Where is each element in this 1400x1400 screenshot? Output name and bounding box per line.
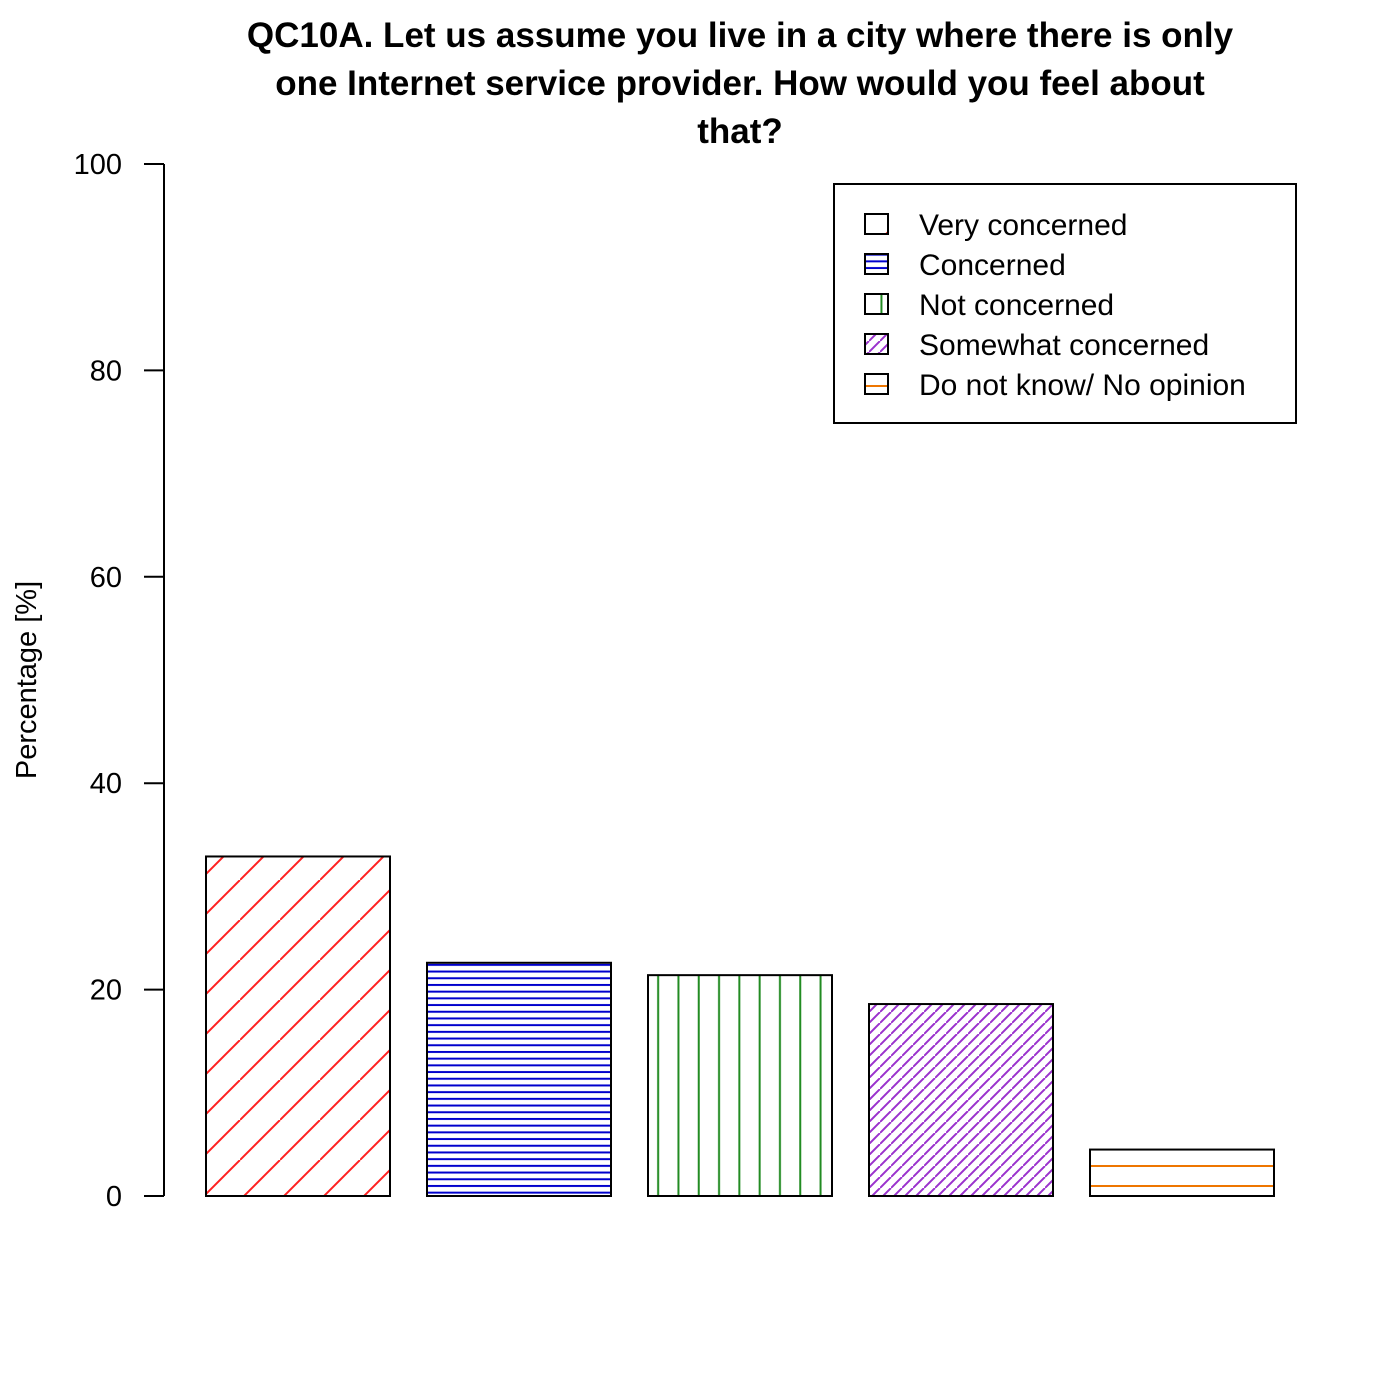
y-tick-label: 100 <box>74 149 122 181</box>
y-tick-label: 40 <box>90 768 122 800</box>
y-tick-label: 20 <box>90 975 122 1007</box>
legend-item: Do not know/ No opinion <box>864 369 1246 402</box>
y-tick-label: 80 <box>90 355 122 387</box>
y-axis-label: Percentage [%] <box>11 581 43 779</box>
legend-item: Somewhat concerned <box>864 329 1209 362</box>
legend-label: Concerned <box>919 249 1066 282</box>
title-line-3: that? <box>697 112 783 151</box>
legend-swatch <box>864 333 889 355</box>
legend-label: Not concerned <box>919 289 1114 322</box>
legend-item: Very concerned <box>864 209 1127 242</box>
legend-swatch <box>864 253 889 275</box>
chart-title: QC10A. Let us assume you live in a city … <box>247 16 1234 151</box>
legend-label: Very concerned <box>919 209 1127 242</box>
y-tick-label: 0 <box>106 1181 122 1213</box>
legend-swatch <box>864 213 889 235</box>
legend-label: Do not know/ No opinion <box>919 369 1246 402</box>
legend-item: Concerned <box>864 249 1066 282</box>
bar-not-concerned <box>647 974 833 1197</box>
bar-concerned <box>426 961 612 1197</box>
bar-very-concerned <box>205 855 391 1197</box>
legend-box <box>833 183 1297 424</box>
legend-swatch <box>864 293 889 315</box>
legend: Very concerned Concerned Not concerned Some… <box>833 183 1297 424</box>
y-tick-label: 60 <box>90 562 122 594</box>
legend-item: Not concerned <box>864 289 1114 322</box>
legend-label: Somewhat concerned <box>919 329 1209 362</box>
title-line-2: one Internet service provider. How would… <box>275 64 1205 103</box>
legend-swatch <box>864 373 889 395</box>
bar-somewhat-concerned <box>868 1003 1054 1197</box>
bars <box>205 855 1275 1198</box>
bar-do-not-know-no-opinion <box>1089 1148 1275 1198</box>
y-axis: 0 20 40 60 80 100 <box>74 149 165 1213</box>
title-line-1: QC10A. Let us assume you live in a city … <box>247 16 1234 55</box>
